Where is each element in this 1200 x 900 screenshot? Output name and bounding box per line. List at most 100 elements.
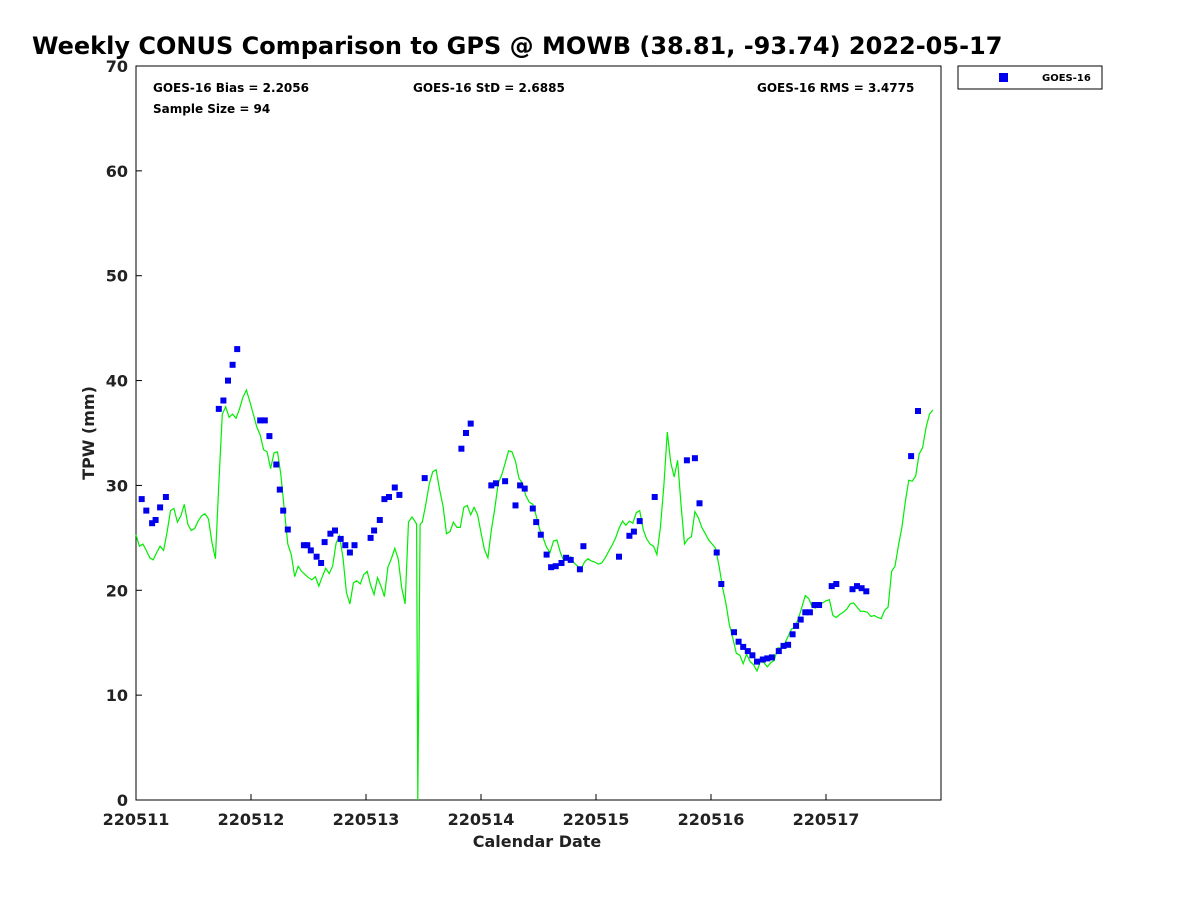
- goes16-point: [740, 643, 747, 650]
- goes16-point: [863, 588, 870, 595]
- goes16-point: [789, 631, 796, 638]
- goes16-point: [467, 420, 474, 427]
- goes16-point: [811, 602, 818, 608]
- x-tick-label: 220513: [333, 810, 400, 829]
- goes16-point: [552, 563, 559, 570]
- goes16-point: [502, 478, 509, 485]
- goes16-point: [371, 527, 378, 534]
- goes16-point: [386, 494, 392, 500]
- goes16-point: [280, 507, 287, 514]
- goes16-point: [396, 491, 403, 498]
- x-axis: 220511 220512 220513 220514 220515 220516 2205…: [103, 794, 860, 829]
- goes16-point: [318, 560, 325, 566]
- goes16-point: [735, 638, 742, 645]
- goes16-point: [152, 517, 159, 523]
- goes16-point: [858, 585, 865, 592]
- goes16-point: [691, 455, 698, 462]
- goes16-point: [162, 494, 169, 500]
- x-tick-label: 220511: [103, 810, 170, 829]
- y-axis-label: TPW (mm): [79, 386, 98, 480]
- goes16-point: [307, 547, 314, 554]
- goes16-point: [696, 500, 703, 507]
- goes16-point: [488, 482, 495, 489]
- y-tick-label: 20: [106, 581, 128, 600]
- goes16-point: [229, 361, 236, 368]
- goes16-point: [636, 518, 643, 525]
- goes16-point: [854, 583, 860, 590]
- goes16-point: [797, 616, 804, 623]
- goes16-point: [391, 484, 398, 491]
- goes16-point: [342, 542, 349, 549]
- y-tick-label: 10: [106, 686, 128, 705]
- goes16-point: [493, 480, 499, 487]
- goes16-point: [332, 527, 338, 534]
- goes16-point: [351, 542, 358, 549]
- goes16-point: [304, 542, 311, 549]
- goes16-point: [521, 485, 528, 492]
- x-tick-label: 220515: [563, 810, 630, 829]
- y-tick-label: 40: [106, 372, 128, 391]
- goes16-point: [381, 496, 388, 503]
- goes16-point: [533, 519, 540, 526]
- goes16-point: [537, 531, 544, 538]
- goes16-point: [529, 505, 536, 512]
- goes16-point: [284, 526, 291, 533]
- y-axis: 0 10 20 30 40 50 60 70: [106, 57, 142, 810]
- goes16-point: [512, 502, 519, 509]
- goes16-point: [816, 602, 823, 608]
- goes16-point: [908, 453, 915, 460]
- goes16-point: [683, 457, 690, 464]
- goes16-point: [517, 482, 524, 489]
- goes16-point: [780, 642, 787, 649]
- plot-area: [135, 65, 942, 801]
- legend: GOES-16: [957, 65, 1103, 90]
- goes16-point: [713, 549, 720, 556]
- goes16-point: [563, 554, 570, 561]
- y-tick-label: 50: [106, 267, 128, 286]
- goes16-point: [149, 520, 156, 527]
- goes16-point: [718, 581, 725, 587]
- goes16-point: [558, 560, 565, 566]
- goes16-point: [543, 551, 550, 558]
- goes16-point: [849, 586, 856, 593]
- goes16-point: [458, 445, 465, 452]
- goes16-point: [626, 532, 633, 539]
- goes16-point: [576, 566, 583, 573]
- x-tick-label: 220514: [448, 810, 515, 829]
- x-tick-label: 220516: [678, 810, 745, 829]
- goes16-point: [313, 553, 320, 560]
- stat-sample-size: Sample Size = 94: [153, 102, 270, 116]
- goes16-point: [759, 656, 766, 663]
- goes16-point: [421, 475, 428, 482]
- goes16-point: [580, 543, 587, 550]
- goes16-point: [785, 641, 792, 648]
- goes16-point: [157, 504, 164, 511]
- goes16-point: [749, 652, 756, 659]
- goes16-point: [321, 539, 328, 546]
- goes16-point: [276, 486, 283, 493]
- stat-rms: GOES-16 RMS = 3.4775: [757, 81, 914, 95]
- goes16-point: [220, 397, 227, 404]
- y-tick-label: 70: [106, 57, 128, 76]
- goes16-point: [731, 629, 737, 636]
- goes16-point: [261, 417, 268, 424]
- goes16-point: [548, 564, 555, 571]
- goes16-point: [225, 377, 231, 384]
- y-tick-label: 30: [106, 476, 128, 495]
- goes16-point: [651, 494, 658, 500]
- goes16-point: [300, 542, 307, 549]
- goes16-point: [915, 408, 921, 414]
- chart-title: Weekly CONUS Comparison to GPS @ MOWB (3…: [32, 32, 1002, 60]
- goes16-point: [775, 648, 782, 655]
- goes16-point: [257, 417, 264, 424]
- goes16-point: [806, 609, 813, 616]
- stat-std: GOES-16 StD = 2.6885: [413, 81, 565, 95]
- goes16-point: [630, 528, 637, 535]
- goes16-point: [463, 430, 469, 436]
- goes16-point: [567, 556, 574, 563]
- y-tick-label: 60: [106, 162, 128, 181]
- goes16-point: [367, 534, 374, 541]
- goes16-point: [215, 405, 222, 412]
- x-tick-label: 220517: [793, 810, 860, 829]
